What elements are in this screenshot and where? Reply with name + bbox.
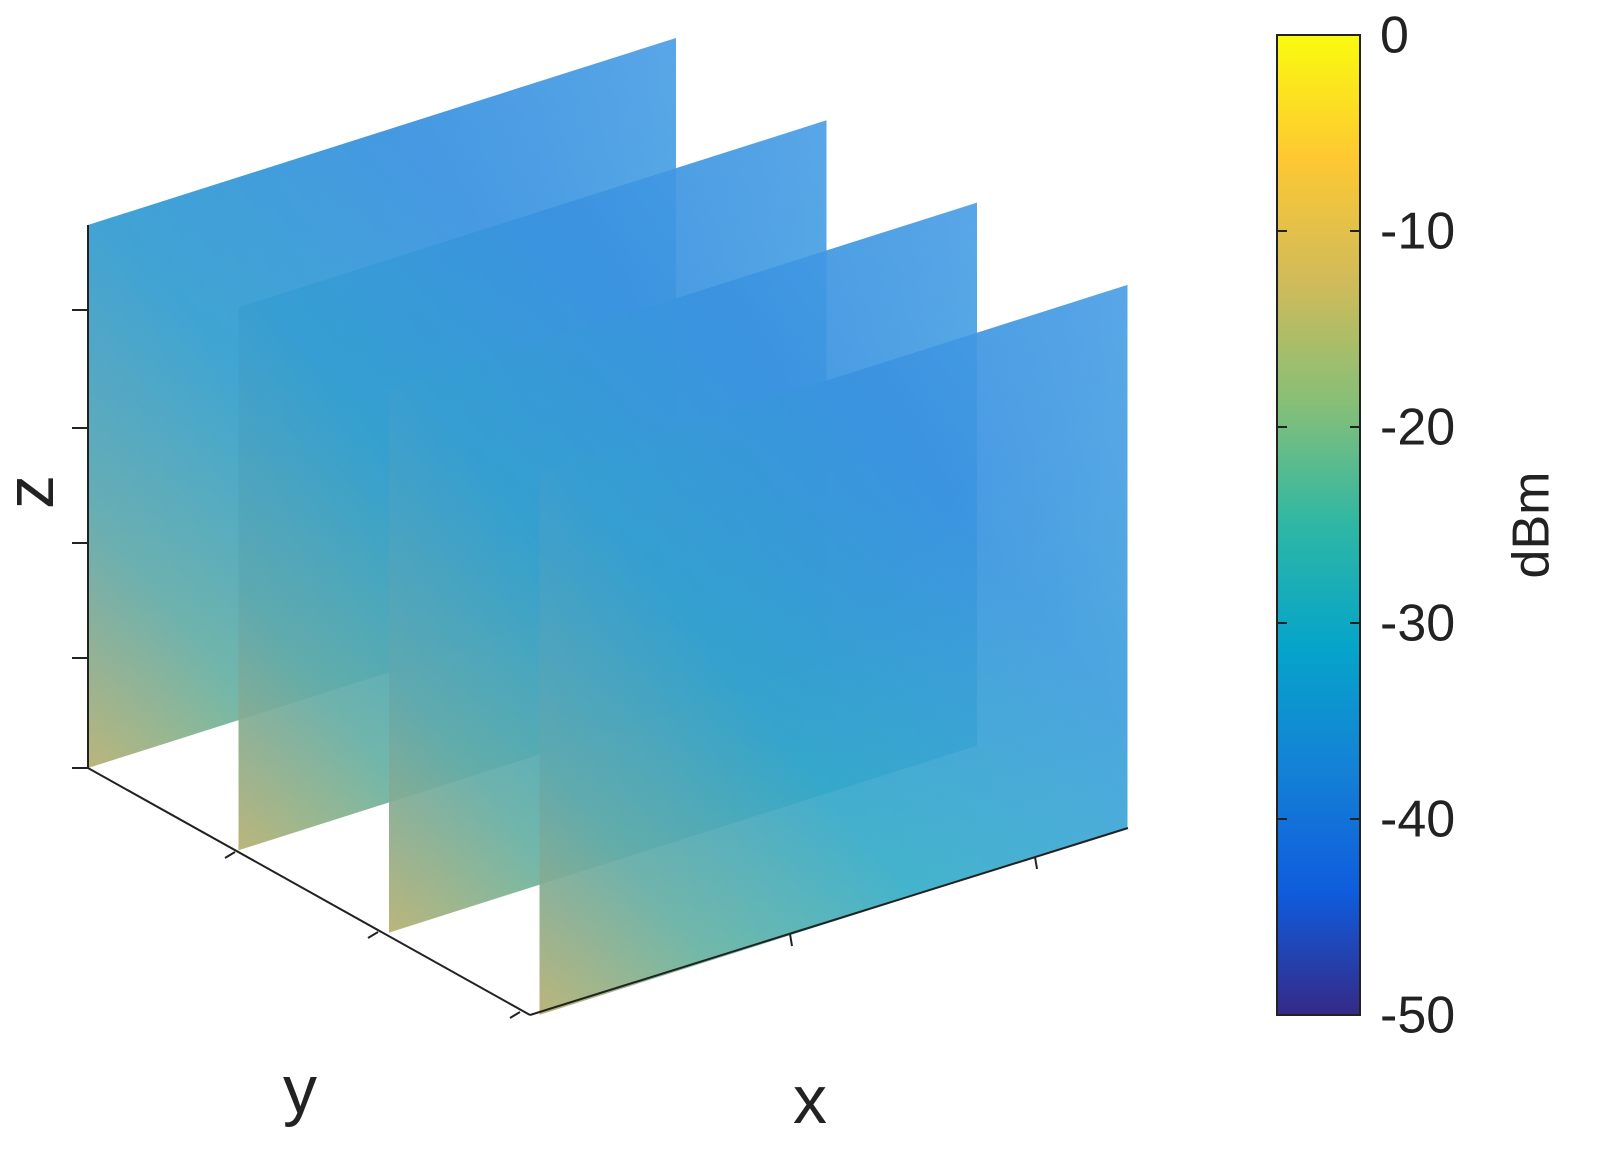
axes	[72, 225, 1129, 1019]
colorbar-tick-label: 0	[1380, 7, 1409, 65]
colorbar-tick-label: -40	[1380, 791, 1455, 849]
axis-tick	[509, 1011, 521, 1019]
y-axis-label: y	[283, 1052, 317, 1128]
colorbar-tick-label: -50	[1380, 987, 1455, 1045]
y-axis	[87, 767, 531, 1016]
colorbar-label: dBm	[1503, 472, 1561, 579]
axis-tick	[367, 931, 379, 939]
slices	[88, 38, 1128, 1015]
colorbar-tick-label: -20	[1380, 399, 1455, 457]
axis-tick	[789, 933, 793, 947]
colorbar	[1276, 34, 1361, 1016]
x-axis	[529, 827, 1129, 1016]
x-axis-label: x	[793, 1062, 827, 1138]
colorbar-tick-label: -30	[1380, 595, 1455, 653]
axis-tick	[224, 851, 236, 859]
slice-shade	[539, 284, 1128, 1015]
z-axis-label: z	[0, 475, 68, 509]
colorbar-tick-label: -10	[1380, 203, 1455, 261]
axis-tick	[1034, 856, 1038, 870]
